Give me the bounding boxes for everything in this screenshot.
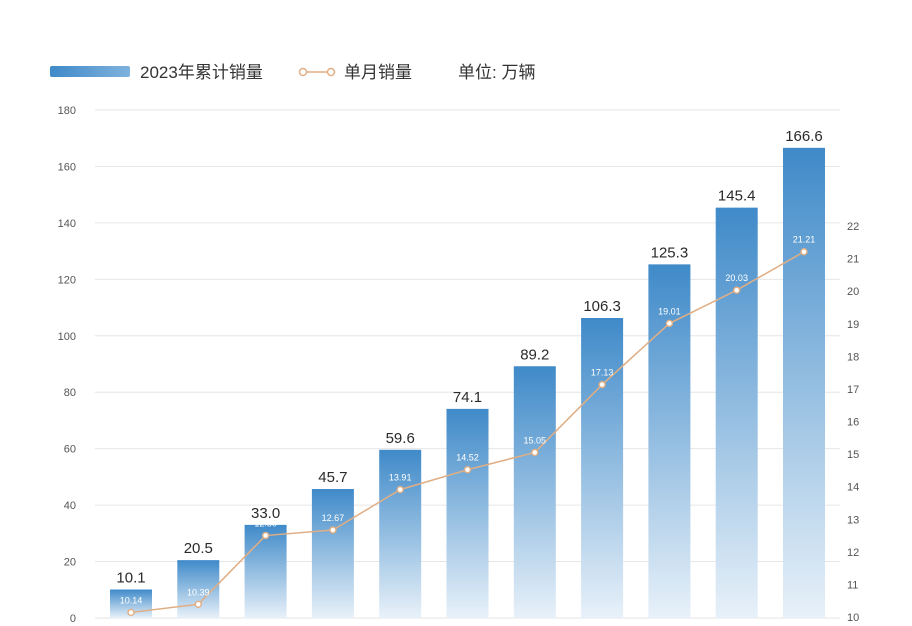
- y-left-tick-label: 0: [70, 613, 76, 625]
- y-right-tick-label: 16: [847, 417, 859, 429]
- y-left-tick-label: 60: [64, 444, 76, 456]
- y-left-tick-label: 40: [64, 500, 76, 512]
- y-right-tick-label: 14: [847, 482, 859, 494]
- line-point: [531, 448, 539, 457]
- bar: [311, 489, 354, 618]
- bar: [715, 207, 758, 618]
- line-point: [598, 380, 606, 389]
- bar-value-label: 89.2: [520, 346, 549, 363]
- y-right-tick-label: 21: [847, 254, 859, 266]
- bar-value-label: 10.1: [116, 569, 145, 586]
- line-value-label: 10.39: [187, 587, 210, 597]
- y-right-tick-label: 12: [847, 547, 859, 559]
- y-left-tick-label: 160: [58, 161, 76, 173]
- y-left-tick-label: 100: [58, 331, 76, 343]
- legend-bar-label: 2023年累计销量: [140, 63, 263, 82]
- line-point: [733, 286, 741, 294]
- line-value-label: 15.05: [524, 435, 547, 445]
- line-point: [800, 248, 808, 256]
- bar: [244, 524, 287, 618]
- line-value-label: 12.50: [254, 519, 277, 529]
- y-right-tick-label: 20: [847, 286, 859, 298]
- y-right-tick-label: 18: [847, 351, 859, 363]
- line-point: [194, 600, 203, 608]
- bar-value-label: 145.4: [718, 188, 756, 205]
- line-value-label: 20.03: [725, 273, 748, 283]
- y-axis-left: 0 20 40 60 80 100 120 140 160 180: [58, 105, 76, 625]
- line-value-label: 13.91: [389, 473, 412, 483]
- y-right-tick-label: 17: [847, 384, 859, 396]
- bar-value-label: 106.3: [583, 298, 621, 315]
- y-right-tick-label: 22: [847, 221, 859, 233]
- legend-line-swatch: [298, 67, 336, 77]
- y-left-tick-label: 80: [64, 387, 76, 399]
- line-point: [329, 526, 337, 534]
- legend-line-label: 单月销量: [344, 63, 412, 82]
- line-value-label: 10.14: [120, 595, 143, 605]
- line-value-label: 14.52: [456, 453, 479, 463]
- line-point: [665, 319, 674, 328]
- bar-value-label: 20.5: [184, 540, 213, 557]
- line-point: [261, 531, 270, 540]
- line-point: [127, 608, 135, 617]
- bar-value-label: 166.6: [785, 128, 823, 145]
- legend: 2023年累计销量 单月销量 单位: 万辆: [50, 63, 535, 82]
- y-right-tick-label: 19: [847, 319, 859, 331]
- line-value-label: 12.67: [322, 513, 345, 523]
- bar-value-label: 45.7: [318, 469, 347, 486]
- y-left-tick-label: 120: [58, 274, 76, 286]
- y-left-tick-label: 140: [58, 218, 76, 230]
- y-left-tick-label: 180: [58, 105, 76, 117]
- bar: [446, 408, 489, 618]
- bar-value-label: 125.3: [651, 244, 689, 261]
- bar-labels: 10.1 20.5 33.0 45.7 59.6 74.1 89.2 106.3 125.3 14…: [116, 128, 822, 587]
- bar-value-label: 74.1: [453, 389, 482, 406]
- line-point: [463, 466, 472, 474]
- unit-label: 单位: 万辆: [458, 63, 535, 82]
- bar: [648, 264, 691, 618]
- y-right-tick-label: 15: [847, 449, 859, 461]
- y-right-tick-label: 13: [847, 514, 859, 526]
- bar: [581, 317, 624, 618]
- y-axis-right: 10 11 12 13 14 15 16 17 18 19 20 21 22: [847, 221, 859, 624]
- bar-value-label: 59.6: [386, 430, 415, 447]
- line-value-label: 17.13: [591, 368, 614, 378]
- bar: [783, 147, 825, 618]
- y-left-tick-label: 20: [64, 557, 76, 569]
- line-point: [396, 485, 404, 494]
- bar: [379, 449, 422, 618]
- bar-series: [110, 147, 825, 618]
- line-series: [127, 248, 808, 617]
- y-right-tick-label: 10: [847, 612, 859, 624]
- legend-bar-swatch: [50, 66, 130, 77]
- line-value-label: 21.21: [793, 235, 816, 245]
- line-labels: 10.14 10.39 12.50 12.67 13.91 14.52 15.05 17.13…: [120, 235, 816, 606]
- bar: [513, 366, 556, 618]
- line-value-label: 19.01: [658, 306, 681, 316]
- y-right-tick-label: 11: [847, 579, 858, 591]
- bar-value-label: 33.0: [251, 505, 280, 522]
